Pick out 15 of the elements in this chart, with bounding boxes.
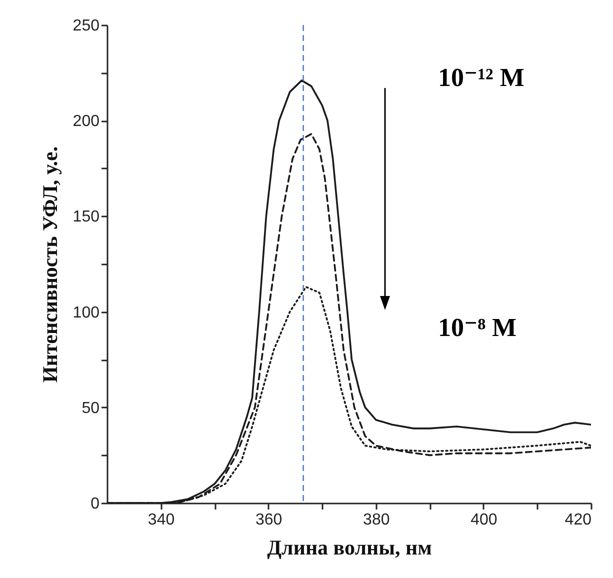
- x-tick-label: 420: [564, 512, 592, 528]
- y-tick-label: 0: [90, 496, 100, 512]
- annotation: 10⁻¹² M: [438, 63, 524, 92]
- x-tick-label: 380: [363, 512, 390, 528]
- y-tick-label: 200: [72, 113, 100, 130]
- x-tick-label: 340: [148, 512, 175, 528]
- y-tick-label: 150: [72, 208, 100, 226]
- y-tick-label: 50: [82, 400, 100, 417]
- y-axis-title: Интенсивность УФЛ, у.е.: [38, 146, 62, 383]
- y-tick-label: 250: [72, 18, 100, 34]
- x-tick-label: 400: [470, 512, 498, 528]
- x-tick-label: 360: [255, 512, 282, 528]
- x-axis-title: Длина волны, нм: [267, 536, 432, 560]
- annotation: 10⁻⁸ M: [438, 313, 517, 342]
- y-tick-label: 100: [72, 304, 100, 322]
